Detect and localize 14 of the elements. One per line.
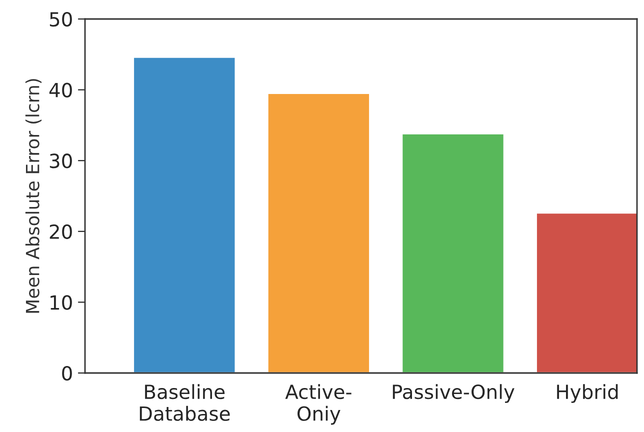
y-tick-label: 20: [50, 224, 72, 240]
bar: [401, 133, 505, 373]
bar: [132, 56, 236, 373]
x-tick-label: Hybrid: [557, 384, 618, 403]
x-tick-label: Passive-Only: [392, 384, 514, 403]
y-tick-label: 0: [62, 366, 72, 381]
x-tick-label: Baseline Database: [140, 384, 230, 421]
y-tick-label: 10: [50, 295, 72, 310]
y-axis-title: Meen Absolute Error (lcrn): [25, 79, 42, 313]
y-tick-label: 50: [50, 12, 72, 27]
bar: [266, 92, 370, 373]
y-tick-label: 30: [50, 154, 72, 168]
y-tick-label: 40: [49, 82, 72, 98]
x-tick-label: Active- Oniy: [285, 384, 352, 425]
